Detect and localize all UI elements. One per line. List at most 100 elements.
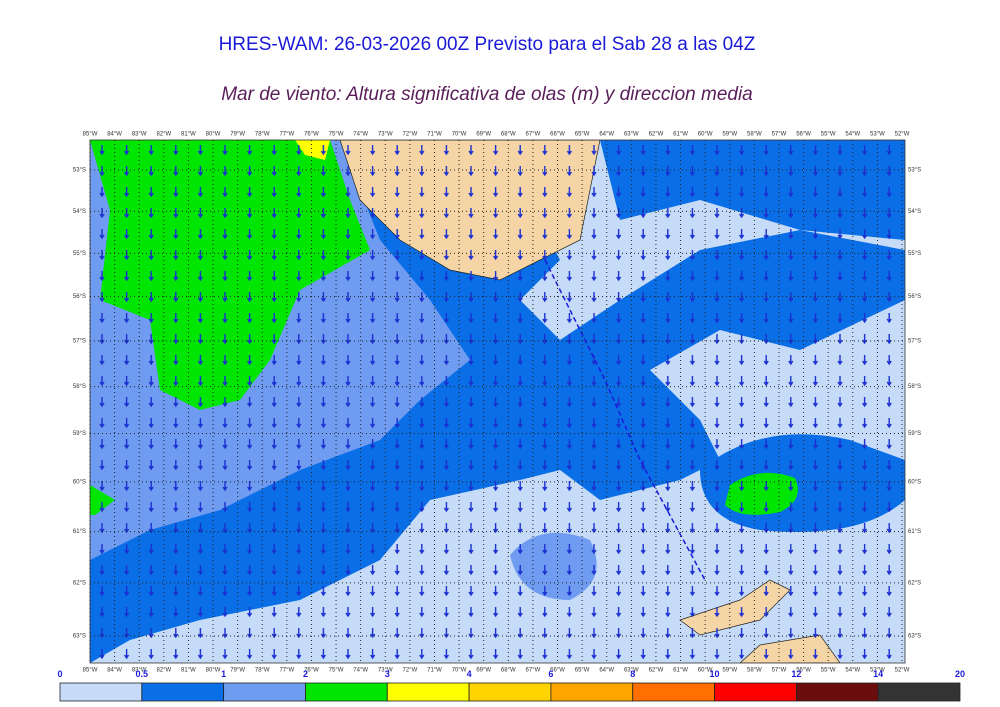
- lon-label: 78°W: [255, 668, 270, 674]
- lon-label: 61°W: [673, 668, 688, 674]
- lon-label: 68°W: [501, 132, 516, 138]
- colorbar: 0 0.5 1 2 3 4 6 8 10 12 14 20: [57, 669, 965, 702]
- boundary-line: [544, 259, 706, 581]
- lat-label: 55°S: [908, 251, 921, 257]
- lon-label: 53°W: [870, 668, 885, 674]
- lon-label: 77°W: [279, 132, 294, 138]
- lon-label: 57°W: [772, 668, 787, 674]
- lat-label: 61°S: [908, 529, 921, 535]
- lon-label: 65°W: [575, 132, 590, 138]
- lat-label: 57°S: [908, 339, 921, 345]
- lat-label: 59°S: [908, 431, 921, 437]
- lon-label: 65°W: [575, 668, 590, 674]
- lon-label: 59°W: [722, 132, 737, 138]
- lon-label: 70°W: [452, 668, 467, 674]
- title: HRES-WAM: 26-03-2026 00Z Previsto para e…: [219, 34, 756, 55]
- colorbar-label: 12: [791, 669, 801, 679]
- colorbar-label: 1: [221, 669, 226, 679]
- colorbar-label: 3: [385, 669, 390, 679]
- lon-label: 75°W: [329, 132, 344, 138]
- lon-label: 73°W: [378, 132, 393, 138]
- colorbar-segment: [632, 682, 715, 702]
- lon-label: 62°W: [649, 668, 664, 674]
- lon-label: 55°W: [821, 132, 836, 138]
- colorbar-segment: [468, 682, 552, 702]
- lon-label: 66°W: [550, 668, 565, 674]
- colorbar-label: 0.5: [136, 669, 149, 679]
- colorbar-label: 20: [955, 669, 965, 679]
- colorbar-label: 10: [710, 669, 720, 679]
- colorbar-segment: [59, 682, 143, 702]
- lon-label: 64°W: [599, 132, 614, 138]
- map-frame: [89, 139, 906, 664]
- lon-label: 83°W: [132, 668, 147, 674]
- lat-label: 54°S: [908, 209, 921, 215]
- lon-label: 58°W: [747, 132, 762, 138]
- lon-label: 58°W: [747, 668, 762, 674]
- lat-label: 62°S: [73, 581, 86, 587]
- lon-label: 52°W: [895, 668, 910, 674]
- lat-label: 63°S: [908, 634, 921, 640]
- lon-label: 60°W: [698, 132, 713, 138]
- lat-label: 56°S: [908, 294, 921, 300]
- lon-label: 74°W: [353, 668, 368, 674]
- lon-label: 73°W: [378, 668, 393, 674]
- lon-label: 64°W: [599, 668, 614, 674]
- lat-label: 57°S: [73, 339, 86, 345]
- colorbar-segment: [141, 682, 225, 702]
- wave-field: [90, 140, 905, 663]
- lon-label: 85°W: [83, 668, 98, 674]
- lon-label: 76°W: [304, 668, 319, 674]
- lon-label: 70°W: [452, 132, 467, 138]
- lon-label: 67°W: [526, 132, 541, 138]
- lon-label: 63°W: [624, 132, 639, 138]
- lat-label: 56°S: [73, 294, 86, 300]
- colorbar-label: 0: [57, 669, 62, 679]
- lon-label: 72°W: [403, 668, 418, 674]
- lon-label: 82°W: [156, 132, 171, 138]
- lat-label: 61°S: [73, 529, 86, 535]
- lon-label: 54°W: [845, 132, 860, 138]
- colorbar-label: 6: [548, 669, 553, 679]
- lon-label: 82°W: [156, 668, 171, 674]
- lat-label: 60°S: [908, 479, 921, 485]
- lon-label: 81°W: [181, 668, 196, 674]
- lon-label: 57°W: [772, 132, 787, 138]
- colorbar-label: 2: [303, 669, 308, 679]
- lon-label: 66°W: [550, 132, 565, 138]
- lon-label: 54°W: [845, 668, 860, 674]
- lon-label: 81°W: [181, 132, 196, 138]
- lon-label: 71°W: [427, 132, 442, 138]
- colorbar-label: 14: [873, 669, 883, 679]
- lon-label: 69°W: [476, 668, 491, 674]
- lat-label: 59°S: [73, 431, 86, 437]
- lon-label: 69°W: [476, 132, 491, 138]
- lon-label: 60°W: [698, 668, 713, 674]
- lon-label: 80°W: [206, 132, 221, 138]
- lon-label: 68°W: [501, 668, 516, 674]
- lat-label: 62°S: [908, 581, 921, 587]
- colorbar-segment: [877, 682, 961, 702]
- lon-label: 75°W: [329, 668, 344, 674]
- lon-label: 72°W: [403, 132, 418, 138]
- lon-label: 80°W: [206, 668, 221, 674]
- lon-label: 79°W: [230, 132, 245, 138]
- lon-label: 55°W: [821, 668, 836, 674]
- colorbar-segment: [223, 682, 306, 702]
- lon-label: 78°W: [255, 132, 270, 138]
- lon-label: 59°W: [722, 668, 737, 674]
- lon-label: 76°W: [304, 132, 319, 138]
- lon-label: 53°W: [870, 132, 885, 138]
- lat-label: 54°S: [73, 209, 86, 215]
- lat-label: 60°S: [73, 479, 86, 485]
- lat-label: 58°S: [73, 384, 86, 390]
- lon-label: 79°W: [230, 668, 245, 674]
- lon-label: 74°W: [353, 132, 368, 138]
- subtitle: Mar de viento: Altura significativa de o…: [221, 84, 753, 105]
- lat-label: 53°S: [908, 168, 921, 174]
- lat-label: 58°S: [908, 384, 921, 390]
- lon-label: 52°W: [895, 132, 910, 138]
- colorbar-label: 8: [630, 669, 635, 679]
- lat-label: 53°S: [73, 168, 86, 174]
